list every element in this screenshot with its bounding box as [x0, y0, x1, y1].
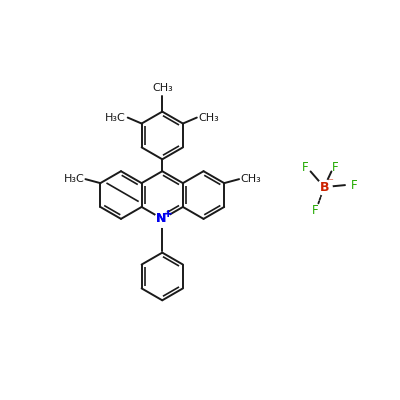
- Text: +: +: [164, 209, 172, 219]
- Text: CH₃: CH₃: [152, 83, 173, 93]
- Text: B: B: [319, 180, 329, 194]
- Text: F: F: [351, 179, 357, 192]
- Text: F: F: [312, 204, 318, 217]
- Text: CH₃: CH₃: [240, 174, 261, 184]
- Text: CH₃: CH₃: [199, 112, 220, 122]
- Text: N: N: [156, 212, 166, 225]
- Text: N: N: [156, 212, 166, 225]
- Text: H₃C: H₃C: [64, 174, 84, 184]
- Text: +: +: [164, 209, 172, 219]
- Text: H₃C: H₃C: [105, 112, 126, 122]
- Text: F: F: [332, 161, 339, 174]
- Text: ⁻: ⁻: [327, 177, 333, 187]
- Text: F: F: [302, 161, 309, 174]
